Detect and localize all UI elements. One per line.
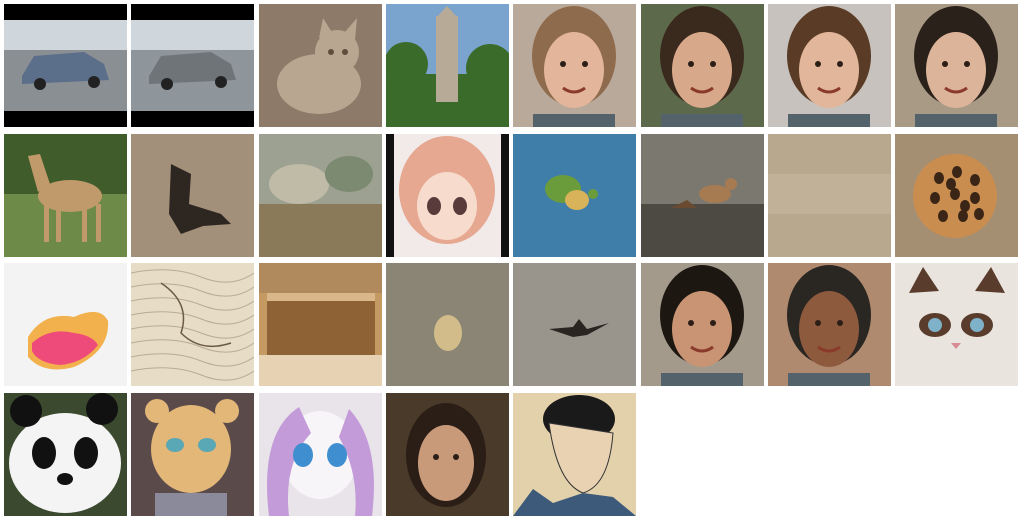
image-tile [386, 4, 509, 127]
ukiyo-e-portrait-icon [513, 393, 636, 516]
landscape-painting-icon [259, 134, 382, 257]
image-tile [131, 393, 254, 516]
old-map-icon [131, 263, 254, 386]
lotus-pod-icon [895, 134, 1018, 257]
image-tile [641, 263, 764, 386]
cartoon-pony-icon [259, 393, 382, 516]
image-tile [4, 4, 127, 127]
image-tile [513, 4, 636, 127]
image-tile [513, 393, 636, 516]
abstract-dark-shape-icon [131, 134, 254, 257]
painted-woman-portrait-icon [386, 393, 509, 516]
image-tile [259, 134, 382, 257]
cartoon-lioness-icon [131, 393, 254, 516]
image-tile [4, 393, 127, 516]
man-face-icon [895, 4, 1018, 127]
cake-slice-icon [259, 263, 382, 386]
sand-texture-icon [768, 134, 891, 257]
image-tile [386, 263, 509, 386]
island-map-icon [513, 134, 636, 257]
image-tile [131, 134, 254, 257]
image-tile [513, 134, 636, 257]
man-face-icon [641, 263, 764, 386]
grumpy-cat-icon [895, 263, 1018, 386]
church-tower-icon [386, 4, 509, 127]
image-tile [768, 134, 891, 257]
woman-face-icon [513, 4, 636, 127]
image-tile [386, 134, 509, 257]
sedan-car-icon [131, 4, 254, 127]
image-tile [259, 4, 382, 127]
image-tile [895, 134, 1018, 257]
image-tile [641, 134, 764, 257]
man-face-icon [768, 263, 891, 386]
woman-face-icon [641, 4, 764, 127]
image-tile [513, 263, 636, 386]
image-tile [768, 4, 891, 127]
image-tile [895, 4, 1018, 127]
tabby-cat-icon [259, 4, 382, 127]
image-tile [4, 263, 127, 386]
image-tile [386, 393, 509, 516]
flying-bird-icon [513, 263, 636, 386]
image-tile [768, 263, 891, 386]
image-tile [4, 134, 127, 257]
horse-icon [4, 134, 127, 257]
sedan-car-icon [4, 4, 127, 127]
blurry-object-icon [386, 263, 509, 386]
woman-face-icon [768, 4, 891, 127]
bird-on-ground-icon [641, 134, 764, 257]
image-tile [895, 263, 1018, 386]
image-tile [131, 263, 254, 386]
abstract-colorful-shape-icon [4, 263, 127, 386]
image-tile [131, 4, 254, 127]
image-tile [259, 263, 382, 386]
image-tile [259, 393, 382, 516]
image-tile [641, 4, 764, 127]
panda-icon [4, 393, 127, 516]
anime-girl-icon [386, 134, 509, 257]
